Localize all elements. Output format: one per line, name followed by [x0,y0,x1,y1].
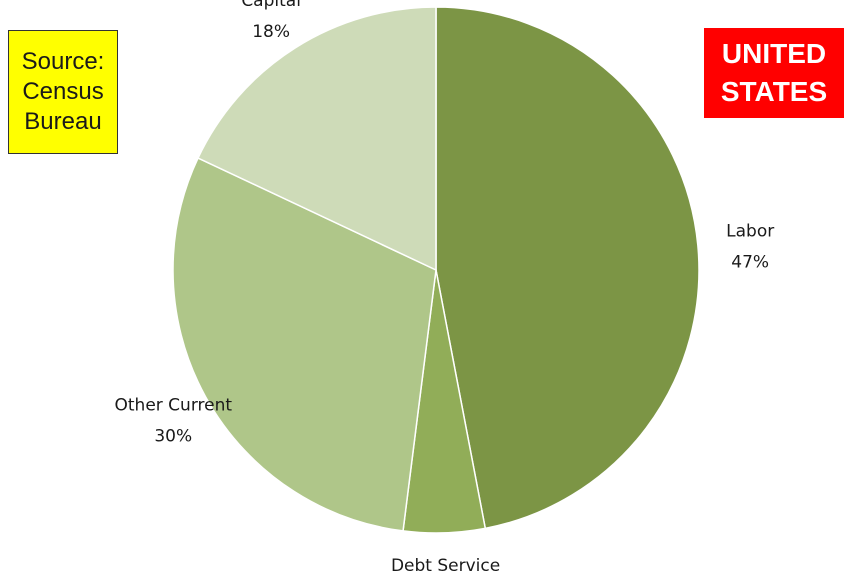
source-line-2: Census [22,78,104,105]
country-line-2: STATES [720,76,828,107]
source-line-3: Bureau [24,108,102,135]
slice-name: Capital [241,0,301,11]
country-line-1: UNITED [721,38,827,69]
slice-name: Other Current [115,395,233,415]
slice-other-current [172,157,437,532]
pie-slices [172,6,700,534]
slice-label-labor: Labor 47% [726,221,774,272]
slice-label-capital: Capital 18% [241,0,301,42]
slice-percent: 30% [154,426,192,446]
source-note: Source: Census Bureau [8,30,118,154]
slice-name: Debt Service [391,556,500,576]
slice-percent: 47% [731,252,769,272]
country-badge: UNITED STATES [704,28,844,118]
slice-name: Labor [726,221,774,241]
slice-label-other-current: Other Current 30% [115,395,233,446]
slice-capital [197,6,437,272]
pie-labels: Labor 47% Debt Service5% Other Current 30% Ca… [115,0,775,583]
slice-percent: 18% [252,22,290,42]
slice-label-debt-service: Debt Service5% [391,556,500,583]
slice-labor [435,6,700,530]
source-line-1: Source: [21,48,105,75]
